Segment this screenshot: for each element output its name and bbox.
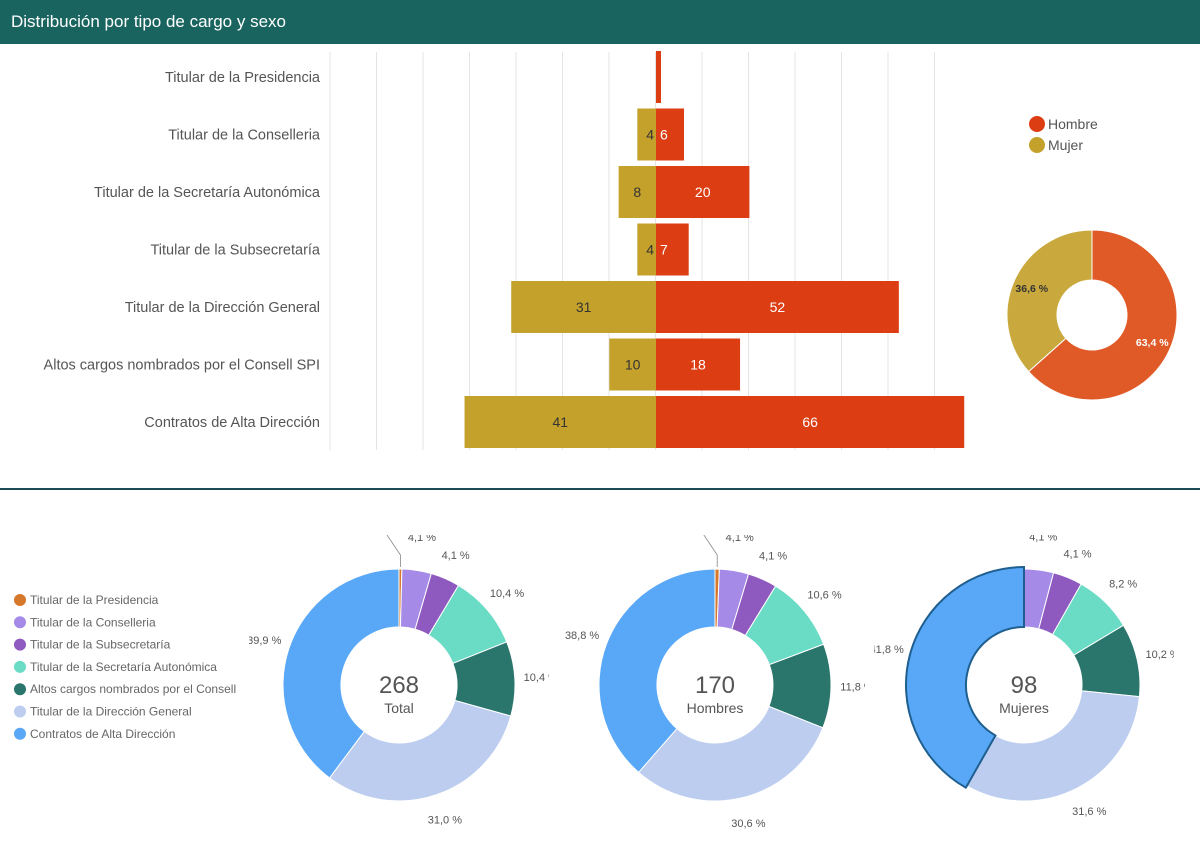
diverging-bar-chart: Titular de la Presidencia Titular de la C…	[44, 51, 1098, 450]
legend-swatch-mujer	[1029, 137, 1045, 153]
bar-hombre-titular-de-la-secretaria-autonomica	[656, 166, 750, 218]
slice-label: 36,6 %	[1015, 283, 1048, 295]
page-title: Distribución por tipo de cargo y sexo	[0, 0, 1200, 44]
gender-donut-chart: 63,4 % 36,6 %	[1006, 229, 1178, 401]
legend-label-hombre: Hombre	[1048, 116, 1098, 132]
bar-hombre-contratos-de-alta-direccion	[656, 396, 965, 448]
bar-label-hombre: 66	[802, 414, 818, 430]
bar-label-hombre: 6	[660, 127, 668, 143]
bar-hombre-titular-de-la-direccion-general	[656, 281, 899, 333]
legend-swatch-hombre	[1029, 116, 1045, 132]
slice-hombre	[1027, 229, 1178, 401]
bar-hombre-altos-cargos-nombrados-por-el-consell-spi	[656, 338, 741, 391]
legend-label-altos-cargos-nombrados-por-el-consell-spi: Altos cargos nombrados por el Consell SP…	[30, 682, 240, 696]
legend-label-contratos-de-alta-direccion: Contratos de Alta Dirección	[30, 727, 175, 741]
bar-label-mujer: 4	[646, 127, 654, 143]
legend-swatch-titular-de-la-conselleria	[14, 616, 26, 629]
donut-pct-label: 10,2 %	[1145, 649, 1174, 661]
section-divider	[0, 488, 1200, 490]
legend-label-titular-de-la-presidencia: Titular de la Presidencia	[30, 593, 159, 607]
donut-pct-label: 10,6 %	[807, 590, 841, 602]
donut-pct-label: 4,1 %	[1063, 548, 1091, 560]
donut-center-label: Total	[384, 700, 414, 716]
donut-pct-label: 11,8 %	[840, 681, 865, 693]
donut-pct-label: 38,8 %	[565, 630, 599, 642]
bar-label-mujer: 8	[633, 184, 641, 200]
bar-hombre-titular-de-la-presidencia	[656, 51, 661, 103]
donut-pct-label: 4,1 %	[442, 550, 470, 562]
bar-mujer-titular-de-la-conselleria	[637, 108, 656, 161]
slice-mujer	[1006, 229, 1093, 373]
donut-pct-label: 4,1 %	[759, 550, 787, 562]
donut-center-label: Hombres	[687, 700, 744, 716]
legend-label-titular-de-la-subsecretaria: Titular de la Subsecretaría	[30, 638, 171, 652]
leader-line	[386, 535, 401, 568]
legend-swatch-titular-de-la-subsecretaria	[14, 638, 26, 651]
donut-pct-label: 0,4 %	[387, 535, 415, 536]
legend-swatch-titular-de-la-direccion-general	[14, 705, 26, 718]
category-label: Titular de la Subsecretaría	[150, 243, 320, 259]
category-label: Titular de la Presidencia	[165, 70, 321, 86]
bar-label-mujer: 10	[625, 357, 641, 373]
donut-pct-label: 4,1 %	[408, 535, 436, 544]
bar-label-hombre: 52	[770, 299, 786, 315]
bar-label-hombre: 7	[660, 242, 668, 258]
category-label: Titular de la Secretaría Autonómica	[94, 185, 321, 201]
category-label: Contratos de Alta Dirección	[144, 415, 320, 431]
category-legend: Titular de la Presidencia Titular de la C…	[14, 593, 240, 741]
donut-slice	[905, 565, 1025, 790]
donut-pct-label: 4,1 %	[1029, 535, 1057, 543]
bar-mujer-contratos-de-alta-direccion	[464, 396, 656, 448]
donut-chart-mujeres: 4,1 % 4,1 % 8,2 % 10,2 % 31,6 % 41,8 % 98Mujer…	[874, 535, 1174, 818]
donut-slice	[966, 690, 1140, 802]
donut-slice	[637, 705, 824, 802]
bar-mujer-altos-cargos-nombrados-por-el-consell-spi	[609, 338, 656, 391]
donut-chart-total: 0,4 %4,1 %4,1 %10,4 %10,4 %31,0 %39,9 %2…	[249, 535, 549, 826]
donut-slice	[282, 568, 400, 779]
donut-chart-hombres: 0,6 %4,1 %4,1 %10,6 %11,8 %30,6 %38,8 %1…	[565, 535, 865, 830]
legend-label-titular-de-la-secretaria-autonomica: Titular de la Secretaría Autonómica	[30, 660, 217, 674]
donut-pct-label: 39,9 %	[249, 635, 282, 647]
donut-center-value: 268	[379, 672, 419, 699]
legend-swatch-altos-cargos-nombrados-por-el-consell-spi	[14, 683, 26, 696]
bar-hombre-titular-de-la-subsecretaria	[656, 223, 689, 276]
donut-center-value: 98	[1011, 672, 1038, 699]
legend-swatch-contratos-de-alta-direccion	[14, 727, 26, 740]
legend-swatch-titular-de-la-presidencia	[14, 594, 26, 606]
bar-label-mujer: 31	[576, 299, 592, 315]
donut-center-value: 170	[695, 672, 735, 699]
bar-label-hombre: 20	[695, 184, 711, 200]
leader-line	[703, 535, 718, 568]
bar-mujer-titular-de-la-subsecretaria	[637, 223, 656, 276]
legend-label-titular-de-la-direccion-general: Titular de la Dirección General	[30, 705, 192, 719]
donut-center-label: Mujeres	[999, 700, 1049, 716]
donut-pct-label: 8,2 %	[1109, 578, 1137, 590]
bar-mujer-titular-de-la-direccion-general	[511, 281, 656, 333]
donut-pct-label: 41,8 %	[874, 644, 904, 656]
donut-pct-label: 30,6 %	[731, 818, 765, 830]
bar-label-mujer: 4	[646, 242, 654, 258]
category-label: Titular de la Conselleria	[168, 128, 321, 144]
donut-pct-label: 0,6 %	[704, 535, 732, 536]
category-label: Titular de la Dirección General	[125, 300, 320, 316]
bar-label-mujer: 41	[552, 414, 568, 430]
donut-pct-label: 31,0 %	[428, 814, 462, 826]
bar-label-hombre: 18	[690, 357, 706, 373]
legend-label-mujer: Mujer	[1048, 137, 1083, 153]
donut-slice	[328, 699, 512, 802]
donut-pct-label: 10,4 %	[490, 588, 524, 600]
bar-mujer-titular-de-la-secretaria-autonomica	[618, 166, 656, 218]
donut-pct-label: 4,1 %	[726, 535, 754, 544]
donut-pct-label: 10,4 %	[524, 672, 549, 684]
legend-label-titular-de-la-conselleria: Titular de la Conselleria	[30, 615, 156, 629]
bar-hombre-titular-de-la-conselleria	[656, 108, 685, 161]
category-label: Altos cargos nombrados por el Consell SP…	[44, 358, 320, 374]
donut-slice	[598, 568, 716, 774]
donut-pct-label: 31,6 %	[1072, 806, 1106, 818]
slice-label: 63,4 %	[1136, 337, 1169, 349]
legend-swatch-titular-de-la-secretaria-autonomica	[14, 660, 26, 673]
